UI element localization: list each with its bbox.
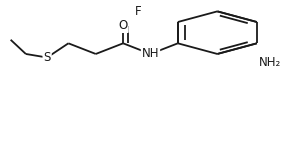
Text: NH₂: NH₂ [258, 56, 281, 69]
Text: S: S [43, 51, 51, 64]
Text: F: F [135, 5, 142, 18]
Text: O: O [119, 19, 128, 32]
Text: NH: NH [142, 47, 159, 60]
